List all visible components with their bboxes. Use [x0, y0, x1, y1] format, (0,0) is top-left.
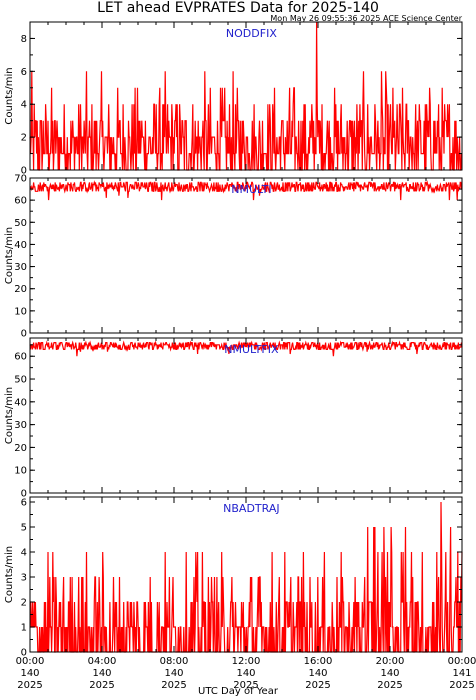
y-tick-label: 0 — [21, 489, 27, 500]
x-tick-label: 12:00 — [232, 656, 261, 667]
y-axis-label: Counts/min — [4, 387, 15, 444]
y-tick-label: 50 — [14, 218, 27, 229]
y-tick-label: 50 — [14, 375, 27, 386]
chart-title: LET ahead EVPRATES Data for 2025-140 — [97, 0, 379, 16]
y-tick-label: 60 — [14, 352, 27, 363]
x-tick-label: 16:00 — [304, 656, 333, 667]
x-tick-label: 140 — [380, 668, 399, 679]
x-tick-label: 141 — [452, 668, 471, 679]
y-tick-label: 30 — [14, 420, 27, 431]
x-tick-label: 20:00 — [376, 656, 405, 667]
x-tick-label: 2025 — [233, 680, 258, 691]
panel-label-nmulti: NMULTI — [231, 183, 271, 196]
y-tick-label: 0 — [21, 166, 27, 177]
timestamp: Mon May 26 09:55:36 2025 ACE Science Cen… — [270, 14, 462, 23]
x-tick-label: 08:00 — [160, 656, 189, 667]
x-tick-label: 2025 — [17, 680, 42, 691]
y-tick-label: 60 — [14, 196, 27, 207]
x-tick-label: 04:00 — [88, 656, 117, 667]
y-tick-label: 20 — [14, 443, 27, 454]
plot-frame-2 — [29, 177, 463, 334]
y-tick-label: 2 — [21, 598, 27, 609]
x-tick-label: 140 — [20, 668, 39, 679]
panel-label-nmultfix: NMULTFIX — [224, 343, 279, 356]
plot-frame-3 — [29, 337, 463, 494]
y-tick-label: 0 — [21, 648, 27, 659]
x-tick-label: 00:00 — [448, 656, 476, 667]
x-tick-label: 140 — [236, 668, 255, 679]
y-axis-label: Counts/min — [4, 227, 15, 284]
panel-label-noddfix: NODDFIX — [226, 27, 277, 40]
y-tick-label: 20 — [14, 284, 27, 295]
series-line-noddfix — [29, 21, 462, 171]
y-tick-label: 40 — [14, 240, 27, 251]
y-tick-label: 0 — [21, 329, 27, 340]
y-tick-label: 2 — [21, 133, 27, 144]
x-tick-label: 2025 — [89, 680, 114, 691]
x-tick-label: 140 — [308, 668, 327, 679]
y-tick-label: 5 — [21, 523, 27, 534]
y-tick-label: 70 — [14, 174, 27, 185]
x-tick-label: 2025 — [161, 680, 186, 691]
y-tick-label: 10 — [14, 306, 27, 317]
x-tick-label: 00:00 — [16, 656, 45, 667]
x-axis-title: UTC Day of Year — [198, 686, 278, 697]
y-tick-label: 40 — [14, 397, 27, 408]
x-tick-label: 2025 — [449, 680, 474, 691]
y-tick-label: 4 — [21, 548, 27, 559]
y-tick-label: 6 — [21, 498, 27, 509]
y-tick-label: 30 — [14, 262, 27, 273]
x-tick-label: 2025 — [377, 680, 402, 691]
series-line-nmultfix — [29, 340, 463, 357]
panel-label-nbadtraj: NBADTRAJ — [223, 502, 279, 515]
y-tick-label: 3 — [21, 573, 27, 584]
y-tick-label: 1 — [21, 623, 27, 634]
y-tick-label: 10 — [14, 466, 27, 477]
x-tick-label: 140 — [164, 668, 183, 679]
y-axis-label: Counts/min — [4, 67, 15, 124]
series-line-nmulti — [30, 180, 462, 201]
y-axis-label: Counts/min — [4, 546, 15, 603]
series-line-nbadtraj — [30, 501, 463, 653]
x-tick-label: 2025 — [305, 680, 330, 691]
y-tick-label: 8 — [21, 34, 27, 45]
y-tick-label: 4 — [21, 100, 27, 111]
x-tick-label: 140 — [92, 668, 111, 679]
y-tick-label: 6 — [21, 67, 27, 78]
